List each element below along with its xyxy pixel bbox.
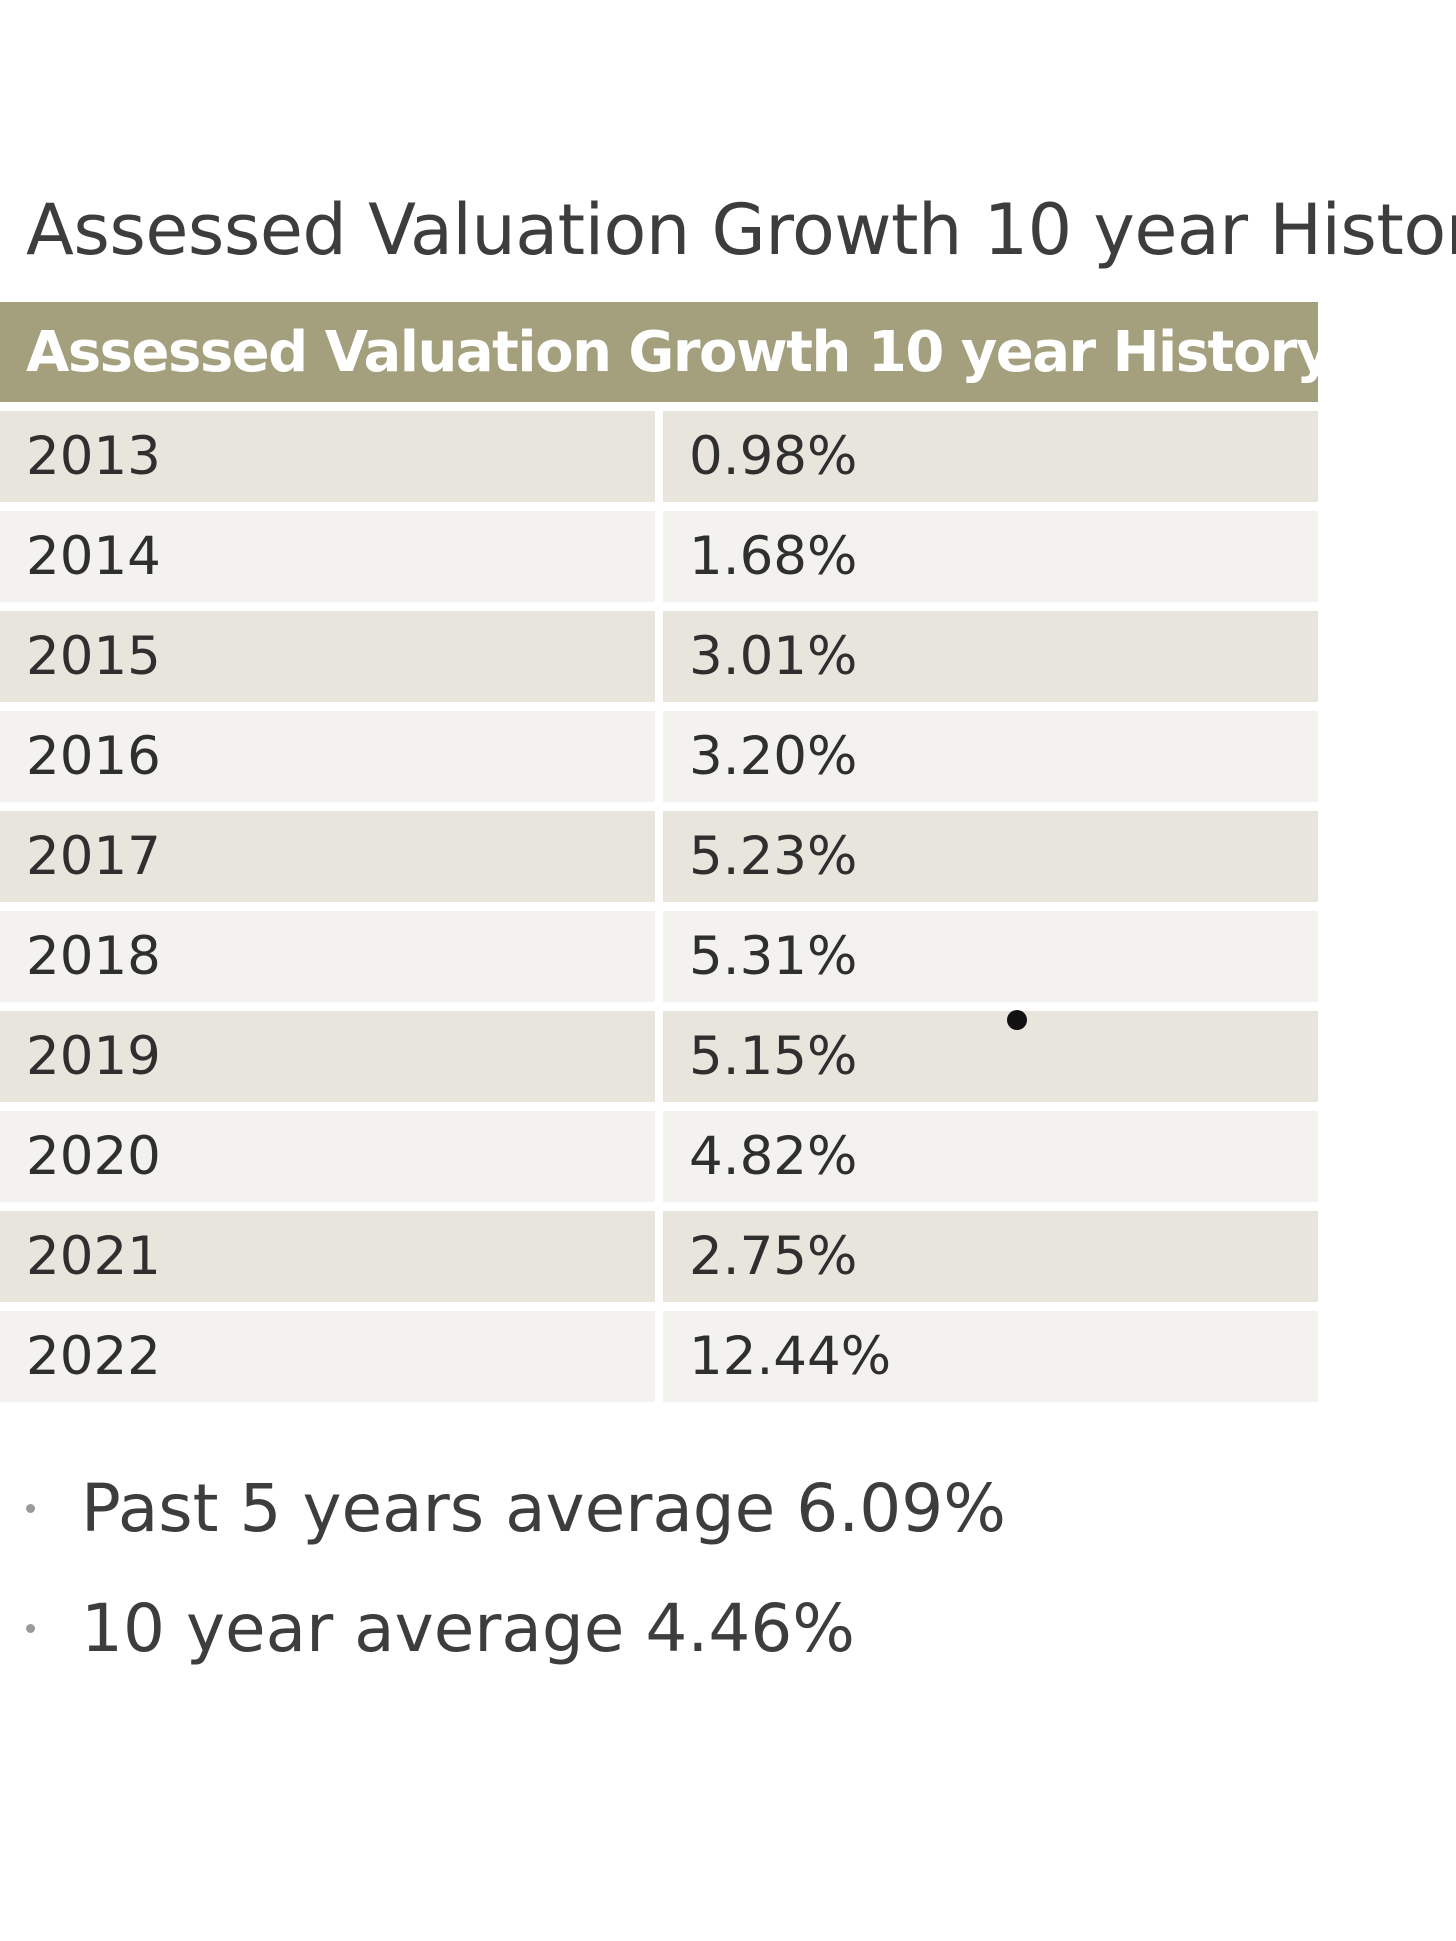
year-cell: 2013	[0, 406, 663, 511]
bullet-icon	[26, 1503, 35, 1513]
table-row: 2013 0.98%	[0, 406, 1318, 511]
year-cell: 2019	[0, 1006, 663, 1111]
summary-five-year-average: Past 5 years average 6.09%	[81, 1469, 1006, 1547]
year-cell: 2014	[0, 506, 663, 611]
year-cell: 2021	[0, 1206, 663, 1311]
growth-value-cell: 4.82%	[659, 1106, 1318, 1211]
year-cell: 2015	[0, 606, 663, 711]
table-row: 2019 5.15%	[0, 1006, 1318, 1111]
table-row: 2014 1.68%	[0, 506, 1318, 611]
summary-ten-year-average: 10 year average 4.46%	[81, 1589, 856, 1667]
bullet-icon	[26, 1623, 35, 1633]
growth-value-cell: 0.98%	[659, 406, 1318, 511]
valuation-growth-table: Assessed Valuation Growth 10 year Histor…	[0, 302, 1332, 1402]
table-row: 2020 4.82%	[0, 1106, 1318, 1211]
growth-value-cell: 3.01%	[659, 606, 1318, 711]
growth-value-cell: 5.23%	[659, 806, 1318, 911]
page-title: Assessed Valuation Growth 10 year Histor…	[26, 189, 1456, 271]
year-cell: 2016	[0, 706, 663, 811]
table-row: 2022 12.44%	[0, 1306, 1318, 1402]
year-cell: 2018	[0, 906, 663, 1011]
table-row: 2016 3.20%	[0, 706, 1318, 811]
year-cell: 2020	[0, 1106, 663, 1211]
growth-value-cell: 5.31%	[659, 906, 1318, 1011]
table-row: 2017 5.23%	[0, 806, 1318, 911]
summary-list: Past 5 years average 6.09% 10 year avera…	[26, 1448, 1006, 1688]
growth-value-cell: 3.20%	[659, 706, 1318, 811]
black-dot-marker	[1007, 1010, 1027, 1030]
table-header: Assessed Valuation Growth 10 year Histor…	[0, 302, 1332, 411]
year-cell: 2022	[0, 1306, 663, 1402]
list-item: Past 5 years average 6.09%	[26, 1448, 1006, 1568]
year-cell: 2017	[0, 806, 663, 911]
table-row: 2021 2.75%	[0, 1206, 1318, 1311]
list-item: 10 year average 4.46%	[26, 1568, 1006, 1688]
table-row: 2018 5.31%	[0, 906, 1318, 1011]
table-row: 2015 3.01%	[0, 606, 1318, 711]
growth-value-cell: 1.68%	[659, 506, 1318, 611]
table-header-row: Assessed Valuation Growth 10 year Histor…	[0, 302, 1332, 411]
growth-value-cell: 5.15%	[659, 1006, 1318, 1111]
growth-value-cell: 2.75%	[659, 1206, 1318, 1311]
growth-value-cell: 12.44%	[659, 1306, 1318, 1402]
